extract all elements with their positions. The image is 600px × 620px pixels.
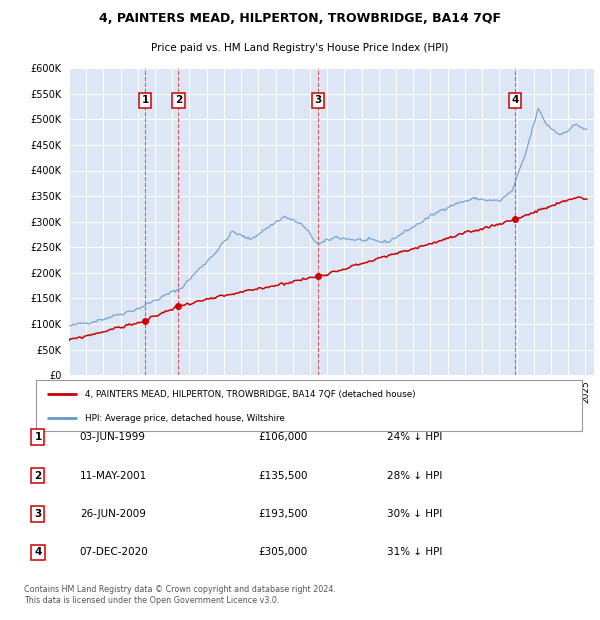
Text: £135,500: £135,500 [259, 471, 308, 480]
Text: 3: 3 [314, 95, 322, 105]
Text: 30% ↓ HPI: 30% ↓ HPI [387, 509, 442, 519]
Text: Contains HM Land Registry data © Crown copyright and database right 2024.
This d: Contains HM Land Registry data © Crown c… [24, 585, 336, 604]
Text: £106,000: £106,000 [259, 432, 308, 442]
FancyBboxPatch shape [36, 380, 582, 431]
Text: 11-MAY-2001: 11-MAY-2001 [80, 471, 147, 480]
Text: 4: 4 [511, 95, 519, 105]
Text: Price paid vs. HM Land Registry's House Price Index (HPI): Price paid vs. HM Land Registry's House … [151, 43, 449, 53]
Text: £193,500: £193,500 [259, 509, 308, 519]
Text: 31% ↓ HPI: 31% ↓ HPI [387, 547, 442, 557]
Text: 2: 2 [175, 95, 182, 105]
Text: 4, PAINTERS MEAD, HILPERTON, TROWBRIDGE, BA14 7QF (detached house): 4, PAINTERS MEAD, HILPERTON, TROWBRIDGE,… [85, 390, 416, 399]
Text: 24% ↓ HPI: 24% ↓ HPI [387, 432, 442, 442]
Text: 2: 2 [34, 471, 41, 480]
Text: 4, PAINTERS MEAD, HILPERTON, TROWBRIDGE, BA14 7QF: 4, PAINTERS MEAD, HILPERTON, TROWBRIDGE,… [99, 12, 501, 25]
Text: £305,000: £305,000 [259, 547, 308, 557]
Text: 03-JUN-1999: 03-JUN-1999 [80, 432, 146, 442]
Text: 4: 4 [34, 547, 41, 557]
Text: 28% ↓ HPI: 28% ↓ HPI [387, 471, 442, 480]
Text: HPI: Average price, detached house, Wiltshire: HPI: Average price, detached house, Wilt… [85, 414, 285, 423]
Text: 26-JUN-2009: 26-JUN-2009 [80, 509, 146, 519]
Text: 07-DEC-2020: 07-DEC-2020 [80, 547, 149, 557]
Text: 1: 1 [34, 432, 41, 442]
Text: 3: 3 [34, 509, 41, 519]
Text: 1: 1 [142, 95, 149, 105]
